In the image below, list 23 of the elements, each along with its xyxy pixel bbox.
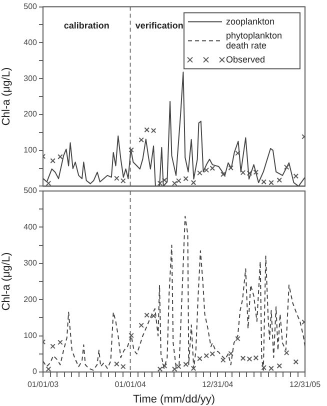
x-tick-label: 01/01/04 (114, 380, 146, 390)
y-tick-label: 300 (24, 258, 38, 268)
x-tick-label: 12/31/04 (202, 380, 234, 390)
y-axis-title: Chl-a (μg/L) (0, 252, 13, 311)
y-tick-label: 400 (24, 222, 38, 232)
y-tick-label: 300 (24, 74, 38, 83)
y-tick-label: 500 (24, 2, 38, 12)
annotation: calibration (64, 20, 110, 30)
y-tick-label: 500 (24, 186, 38, 196)
x-tick-label: 12/31/05 (289, 380, 322, 390)
y-tick-label: 200 (24, 294, 38, 304)
legend-label: Observed (226, 54, 266, 64)
y-tick-label: 100 (24, 331, 38, 340)
y-tick-label: 100 (24, 146, 38, 155)
y-tick-label: 400 (24, 38, 38, 47)
y-tick-label: 200 (24, 110, 38, 119)
x-axis-title: Time (mm/dd/yy) (132, 393, 216, 406)
text: phytoplankton death rate (226, 30, 282, 50)
legend-label: zooplankton (226, 16, 275, 26)
x-tick-label: 01/01/03 (27, 380, 60, 390)
y-axis-title: Chl-a (μg/L) (0, 67, 13, 126)
annotation: verification (135, 20, 184, 30)
y-tick-label: 0 (32, 367, 38, 376)
